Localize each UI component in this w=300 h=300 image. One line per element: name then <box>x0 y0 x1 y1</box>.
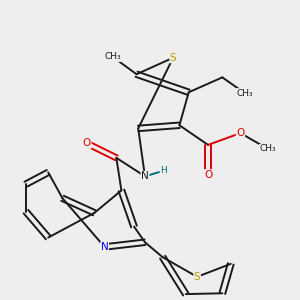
Text: O: O <box>236 128 244 138</box>
Text: H: H <box>160 166 167 175</box>
Text: O: O <box>204 170 212 180</box>
Text: S: S <box>194 272 200 282</box>
Text: CH₃: CH₃ <box>236 88 253 98</box>
Text: CH₃: CH₃ <box>105 52 121 62</box>
Text: S: S <box>170 53 176 63</box>
Text: O: O <box>83 138 91 148</box>
Text: CH₃: CH₃ <box>260 144 276 153</box>
Text: N: N <box>101 242 108 252</box>
Text: N: N <box>141 171 149 181</box>
